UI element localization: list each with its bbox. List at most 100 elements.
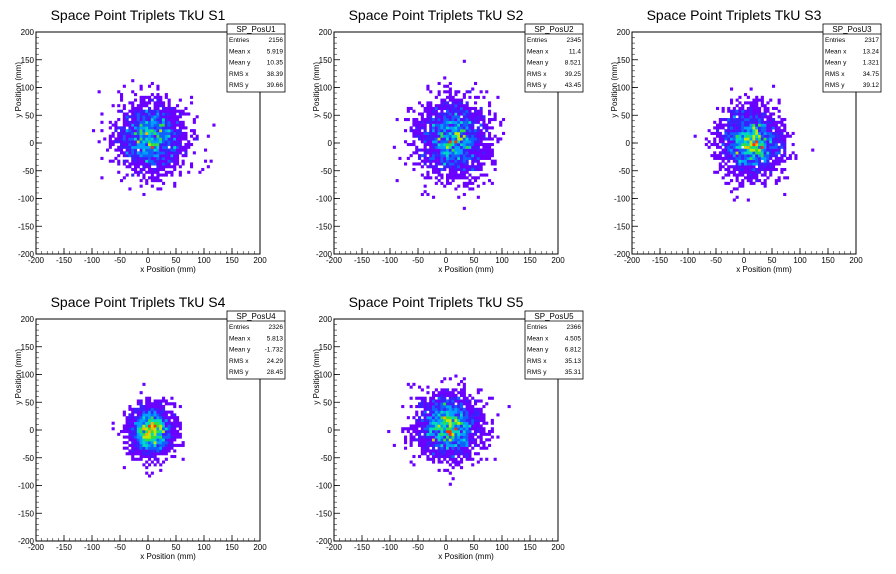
- histogram-bins: [387, 374, 511, 486]
- hist-bin: [451, 104, 455, 108]
- hist-bin: [772, 151, 776, 155]
- hist-bin: [744, 123, 748, 127]
- hist-bin: [465, 90, 469, 94]
- hist-bin: [741, 134, 745, 138]
- hist-bin: [148, 170, 152, 174]
- hist-bin: [755, 120, 759, 124]
- hist-bin: [471, 140, 475, 144]
- hist-bin: [763, 179, 767, 183]
- hist-bin: [446, 162, 450, 166]
- hist-bin: [153, 148, 157, 152]
- hist-bin: [766, 151, 770, 155]
- x-tick-label: 50: [172, 256, 181, 265]
- hist-bin: [769, 134, 773, 138]
- hist-bin: [437, 120, 441, 124]
- hist-bin: [488, 179, 492, 183]
- hist-bin: [178, 123, 182, 127]
- hist-bin: [451, 388, 455, 392]
- hist-bin: [443, 410, 447, 414]
- hist-bin: [184, 126, 188, 130]
- hist-bin: [488, 143, 492, 147]
- hist-bin: [752, 120, 756, 124]
- hist-bin: [429, 162, 433, 166]
- stats-row-label: Mean y: [527, 347, 549, 354]
- hist-bin: [142, 446, 146, 450]
- hist-bin: [170, 170, 174, 174]
- hist-bin: [156, 159, 160, 163]
- hist-bin: [142, 140, 146, 144]
- hist-bin: [777, 179, 781, 183]
- hist-bin: [479, 410, 483, 414]
- hist-bin: [457, 90, 461, 94]
- hist-bin: [434, 154, 438, 158]
- hist-bin: [148, 134, 152, 138]
- hist-bin: [159, 154, 163, 158]
- hist-bin: [178, 405, 182, 409]
- hist-bin: [420, 438, 424, 442]
- hist-bin: [167, 162, 171, 166]
- hist-bin: [432, 399, 436, 403]
- hist-bin: [423, 427, 427, 431]
- hist-bin: [429, 421, 433, 425]
- hist-bin: [732, 112, 736, 116]
- hist-bin: [204, 159, 208, 163]
- hist-bin: [766, 137, 770, 141]
- hist-bin: [125, 134, 129, 138]
- hist-bin: [774, 131, 778, 135]
- hist-bin: [434, 454, 438, 459]
- hist-bin: [738, 106, 742, 110]
- hist-bin: [474, 143, 478, 147]
- hist-bin: [426, 454, 430, 459]
- hist-bin: [145, 446, 149, 450]
- hist-bin: [755, 145, 759, 149]
- hist-bin: [432, 109, 436, 113]
- hist-bin: [159, 145, 163, 149]
- hist-bin: [460, 145, 464, 149]
- hist-bin: [156, 84, 160, 88]
- hist-bin: [150, 151, 154, 155]
- hist-bin: [443, 454, 447, 459]
- hist-bin: [418, 416, 422, 420]
- hist-bin: [156, 167, 160, 172]
- hist-bin: [145, 443, 149, 447]
- hist-bin: [448, 396, 452, 400]
- hist-bin: [482, 181, 486, 185]
- hist-bin: [749, 181, 753, 185]
- hist-bin: [749, 126, 753, 130]
- hist-bin: [125, 148, 129, 152]
- hist-bin: [426, 405, 430, 409]
- hist-bin: [131, 435, 135, 439]
- hist-bin: [462, 170, 466, 174]
- hist-bin: [468, 410, 472, 414]
- hist-bin: [426, 432, 430, 436]
- stats-row-value: 2326: [269, 324, 284, 331]
- hist-bin: [479, 148, 483, 152]
- hist-bin: [451, 165, 455, 169]
- hist-bin: [794, 156, 798, 160]
- hist-bin: [134, 159, 138, 163]
- hist-bin: [780, 170, 784, 174]
- hist-bin: [721, 151, 725, 155]
- hist-bin: [769, 131, 773, 135]
- hist-bin: [760, 173, 764, 177]
- stats-row-value: 11.4: [569, 48, 582, 55]
- hist-bin: [780, 140, 784, 144]
- hist-bin: [766, 118, 770, 122]
- hist-bin: [488, 396, 492, 400]
- hist-bin: [454, 374, 458, 378]
- hist-bin: [446, 126, 450, 130]
- hist-bin: [448, 95, 452, 99]
- hist-bin: [730, 118, 734, 122]
- hist-bin: [482, 156, 486, 160]
- hist-bin: [134, 148, 138, 152]
- hist-bin: [741, 156, 745, 160]
- hist-bin: [465, 407, 469, 411]
- hist-bin: [429, 131, 433, 135]
- hist-bin: [122, 112, 126, 116]
- hist-bin: [454, 90, 458, 94]
- hist-bin: [128, 143, 132, 147]
- hist-bin: [476, 430, 480, 434]
- hist-bin: [448, 432, 452, 436]
- hist-bin: [763, 181, 767, 185]
- x-tick-label: -100: [84, 543, 101, 552]
